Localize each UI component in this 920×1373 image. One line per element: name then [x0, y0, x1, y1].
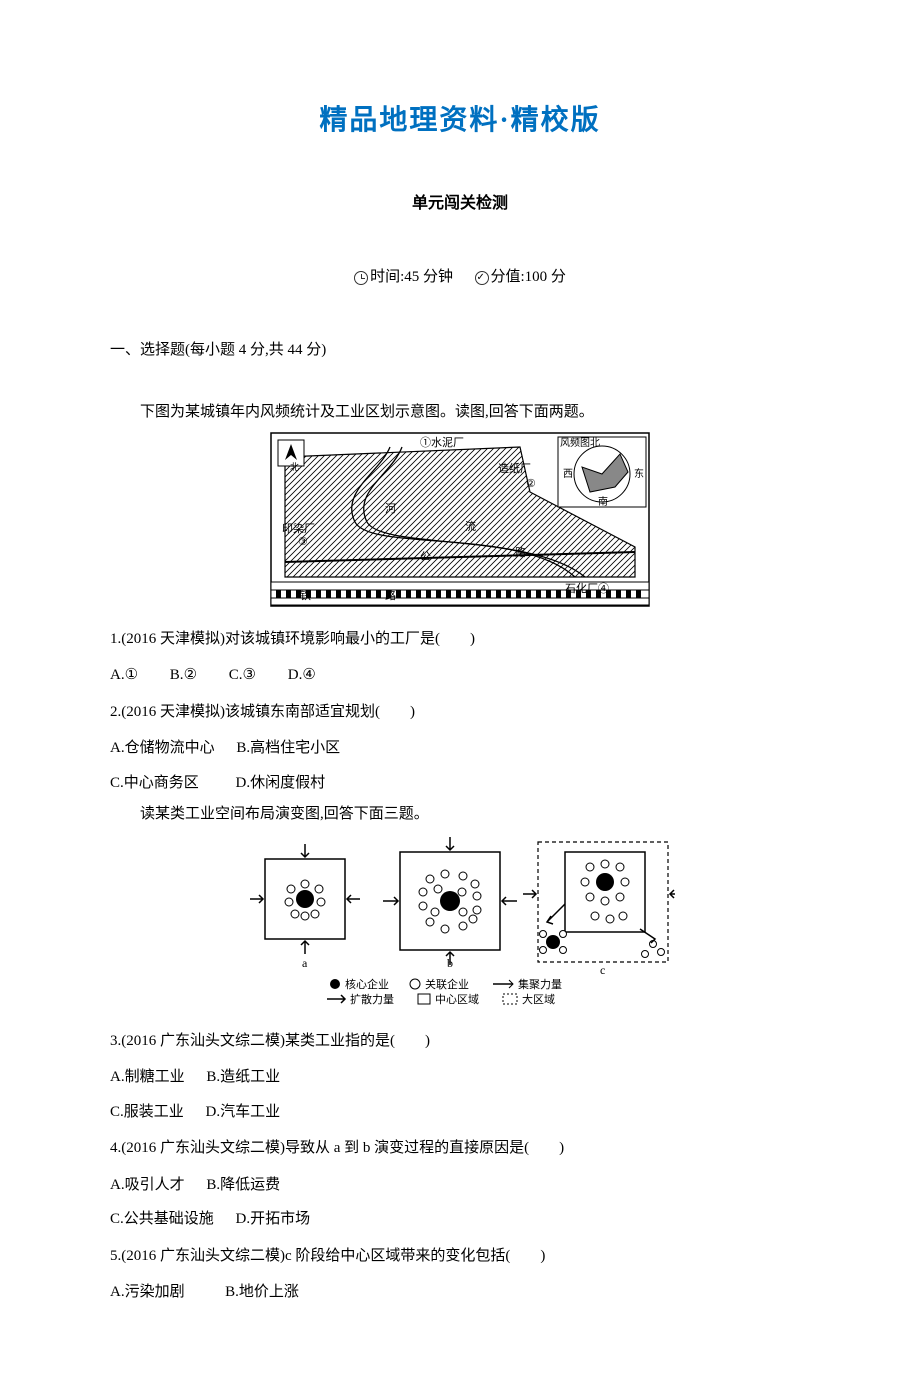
svg-text:石化厂④: 石化厂④ — [565, 581, 609, 595]
svg-text:关联企业: 关联企业 — [425, 977, 469, 991]
svg-text:公: 公 — [420, 551, 431, 563]
q2-opt-d: D.休闲度假村 — [236, 769, 326, 798]
q1-opt-d: D.④ — [288, 661, 316, 690]
q3-stem: 3.(2016 广东汕头文综二模)某类工业指的是( ) — [110, 1027, 810, 1056]
q1-opt-c: C.③ — [229, 661, 256, 690]
q3-options-row1: A.制糖工业 B.造纸工业 — [110, 1063, 810, 1092]
svg-text:③: ③ — [298, 536, 308, 548]
q1-stem: 1.(2016 天津模拟)对该城镇环境影响最小的工厂是( ) — [110, 625, 810, 654]
svg-text:路: 路 — [385, 589, 396, 602]
q4-options-row2: C.公共基础设施 D.开拓市场 — [110, 1205, 810, 1234]
figure-2: a b — [110, 834, 810, 1017]
svg-text:北: 北 — [290, 462, 299, 472]
q3-opt-a: A.制糖工业 — [110, 1063, 185, 1092]
q5-opt-a: A.污染加剧 — [110, 1278, 203, 1307]
svg-text:印染厂: 印染厂 — [282, 521, 315, 535]
q4-opt-c: C.公共基础设施 — [110, 1205, 214, 1234]
meta-line: 时间:45 分钟 分值:100 分 — [110, 266, 810, 289]
svg-text:a: a — [302, 956, 308, 970]
q2-options-row1: A.仓储物流中心 B.高档住宅小区 — [110, 734, 810, 763]
q5-stem: 5.(2016 广东汕头文综二模)c 阶段给中心区域带来的变化包括( ) — [110, 1242, 810, 1271]
q5-opt-b: B.地价上涨 — [225, 1278, 299, 1307]
svg-text:造纸厂: 造纸厂 — [498, 461, 531, 475]
figure-1: 北 风频图北 东 南 西 ①水泥厂 造纸厂 ② 印染厂 ③ 石化厂④ 河 流 公… — [110, 432, 810, 615]
svg-text:②: ② — [526, 478, 536, 490]
q3-options-row2: C.服装工业 D.汽车工业 — [110, 1098, 810, 1127]
q1-opt-b: B.② — [170, 661, 197, 690]
main-title: 精品地理资料·精校版 — [110, 100, 810, 142]
q4-options-row1: A.吸引人才 B.降低运费 — [110, 1171, 810, 1200]
section-head: 一、选择题(每小题 4 分,共 44 分) — [110, 339, 810, 362]
q3-opt-d: D.汽车工业 — [206, 1098, 281, 1127]
q4-opt-b: B.降低运费 — [206, 1171, 280, 1200]
q3-opt-b: B.造纸工业 — [206, 1063, 280, 1092]
figure-1-svg: 北 风频图北 东 南 西 ①水泥厂 造纸厂 ② 印染厂 ③ 石化厂④ 河 流 公… — [270, 432, 650, 607]
q2-options-row2: C.中心商务区 D.休闲度假村 — [110, 769, 810, 798]
svg-text:扩散力量: 扩散力量 — [350, 992, 394, 1006]
svg-text:集聚力量: 集聚力量 — [518, 977, 562, 991]
svg-text:河: 河 — [385, 502, 396, 515]
svg-text:c: c — [600, 963, 605, 977]
svg-text:核心企业: 核心企业 — [345, 977, 389, 991]
q4-stem: 4.(2016 广东汕头文综二模)导致从 a 到 b 演变过程的直接原因是( ) — [110, 1134, 810, 1163]
svg-text:南: 南 — [598, 495, 608, 508]
q1-options: A.① B.② C.③ D.④ — [110, 661, 810, 690]
subtitle: 单元闯关检测 — [110, 192, 810, 216]
svg-text:铁: 铁 — [300, 589, 311, 602]
svg-text:b: b — [447, 956, 453, 970]
svg-text:路: 路 — [515, 546, 526, 559]
svg-text:风频图北: 风频图北 — [560, 436, 600, 449]
q1-opt-a: A.① — [110, 661, 138, 690]
time-label: 时间:45 分钟 — [370, 269, 453, 285]
intro-2: 读某类工业空间布局演变图,回答下面三题。 — [110, 803, 810, 826]
svg-text:西: 西 — [563, 469, 573, 480]
q4-opt-d: D.开拓市场 — [236, 1205, 311, 1234]
svg-text:流: 流 — [465, 519, 476, 533]
q2-opt-b: B.高档住宅小区 — [236, 734, 340, 763]
q2-stem: 2.(2016 天津模拟)该城镇东南部适宜规划( ) — [110, 698, 810, 727]
svg-text:大区域: 大区域 — [522, 992, 555, 1006]
figure-2-svg: a b — [245, 834, 675, 1009]
check-icon — [475, 271, 489, 285]
q4-opt-a: A.吸引人才 — [110, 1171, 185, 1200]
svg-text:①水泥厂: ①水泥厂 — [420, 436, 464, 449]
score-label: 分值:100 分 — [491, 269, 566, 285]
q3-opt-c: C.服装工业 — [110, 1098, 184, 1127]
intro-1: 下图为某城镇年内风频统计及工业区划示意图。读图,回答下面两题。 — [110, 401, 810, 424]
clock-icon — [354, 271, 368, 285]
q5-options: A.污染加剧 B.地价上涨 — [110, 1278, 810, 1307]
q2-opt-a: A.仓储物流中心 — [110, 734, 215, 763]
svg-text:东: 东 — [634, 467, 644, 480]
svg-text:中心区域: 中心区域 — [435, 993, 479, 1006]
q2-opt-c: C.中心商务区 — [110, 769, 214, 798]
